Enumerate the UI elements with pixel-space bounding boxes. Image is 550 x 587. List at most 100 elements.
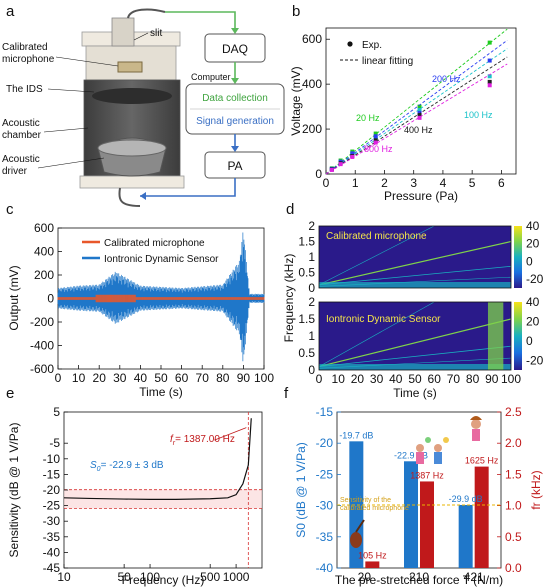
b-data-point <box>417 107 422 112</box>
b-fit-line <box>325 56 508 175</box>
b-xtick-label: 0 <box>323 176 330 190</box>
daq-label: DAQ <box>222 42 248 56</box>
d-ytick-label: 1.5 <box>298 312 315 326</box>
b-fit-line <box>325 39 508 175</box>
e-ytick-label: -5 <box>49 436 60 450</box>
c-legend-mic: Calibrated microphone <box>104 238 205 249</box>
e-xtick-label: 100 <box>140 570 160 584</box>
f-ytick-label-left: -20 <box>316 436 334 450</box>
chamber-label-1: Acoustic <box>2 118 40 129</box>
d-ytick-label: 1.5 <box>298 235 315 249</box>
f-ytick-label-right: 2.5 <box>505 405 522 419</box>
e-ytick-label: -45 <box>43 561 61 575</box>
b-xtick-label: 1 <box>352 176 359 190</box>
driver-label-2: driver <box>2 166 28 177</box>
c-xtick-label: 60 <box>175 371 189 385</box>
ids-label: The IDS <box>6 84 43 95</box>
d-colorbar-bottom <box>514 302 522 370</box>
f-ytick-label-left: -40 <box>316 561 334 575</box>
f-plot-area: -15 -20 -25 -30 -35 -40 2.5 2.0 1.5 1.0 0.5 0.0 -19.… <box>316 405 522 584</box>
f-bar-label-s0: -22.9 dB <box>394 450 428 460</box>
e-xtick-label: 10 <box>57 570 71 584</box>
d-xtick-label: 40 <box>389 372 403 386</box>
e-ytick-label: 5 <box>53 405 60 419</box>
f-bar-fr <box>420 481 434 568</box>
b-data-point <box>417 115 422 120</box>
b-data-point <box>373 131 378 136</box>
e-s0-annotation: S0= -22.9 ± 3 dB <box>90 460 164 473</box>
b-xlabel: Pressure (Pa) <box>384 189 458 203</box>
f-sens-note-1: Sensitivity of the <box>340 497 391 504</box>
e-ytick-label: -15 <box>43 467 61 481</box>
c-xtick-label: 100 <box>254 371 274 385</box>
b-label-400hz: 400 Hz <box>404 125 433 135</box>
f-bar-fr <box>365 561 380 568</box>
d-chirp-line <box>318 301 435 367</box>
b-plot-area: 0 1 2 3 4 5 6 0 200 400 600 <box>302 28 508 190</box>
d-cbar-label: 20 <box>526 314 540 328</box>
d-ytick-label: 0.5 <box>298 266 315 280</box>
b-label-20hz: 20 Hz <box>356 113 380 123</box>
d-xtick-label: 90 <box>485 372 499 386</box>
panel-label-e: e <box>6 385 14 402</box>
f-ytick-label-left: -25 <box>316 467 334 481</box>
b-xtick-label: 3 <box>410 176 417 190</box>
d-ytick-label: 0 <box>308 281 315 295</box>
b-axes-frame <box>325 27 517 175</box>
b-data-point <box>487 83 492 88</box>
b-ytick-label: 600 <box>302 32 322 46</box>
c-xtick-label: 80 <box>216 371 230 385</box>
d-xtick-label: 100 <box>501 372 521 386</box>
arrow-pa-driver <box>140 178 236 197</box>
ids-leader <box>47 88 95 93</box>
e-ytick-label: -25 <box>43 499 61 513</box>
c-ytick-label: -600 <box>30 362 54 376</box>
e-sensitivity-curve <box>63 418 252 500</box>
b-legend-marker <box>347 41 353 47</box>
d-chirp-line <box>318 345 512 367</box>
c-xtick-label: 90 <box>237 371 251 385</box>
b-label-800hz: 800 Hz <box>364 144 393 154</box>
d-ytick-label: 1 <box>308 250 315 264</box>
b-data-point <box>350 154 355 159</box>
d-xtick-label: 60 <box>428 372 442 386</box>
d-xtick-label: 70 <box>447 372 461 386</box>
chamber-leader <box>43 127 89 133</box>
computer-label: Computer <box>191 72 231 82</box>
f-ylabel-left: S0 (dB @ 1 V/Pa) <box>294 442 308 538</box>
b-fit-line <box>325 63 508 175</box>
b-fit-line <box>325 28 508 175</box>
people-talking-icon <box>416 437 449 464</box>
f-ytick-label-left: -30 <box>316 499 334 513</box>
b-xtick-label: 4 <box>440 176 447 190</box>
d-ytick-label: 2 <box>308 219 315 233</box>
c-xtick-label: 50 <box>154 371 168 385</box>
b-data-point <box>350 151 355 156</box>
panel-c: c 0 10 20 30 40 50 60 70 80 90 100 600 400 200 0 -200 -4… <box>6 201 274 399</box>
b-xtick-label: 2 <box>381 176 388 190</box>
driver-label-1: Acoustic <box>2 154 40 165</box>
d-xlabel: Time (s) <box>393 386 437 400</box>
c-xtick-label: 0 <box>55 371 62 385</box>
f-bar-label-s0: -29.9 dB <box>449 494 483 504</box>
c-xtick-label: 20 <box>93 371 107 385</box>
c-xtick-label: 10 <box>72 371 86 385</box>
calib-mic-label-1: Calibrated <box>2 42 48 53</box>
d-xtick-label: 50 <box>408 372 422 386</box>
c-xtick-label: 40 <box>134 371 148 385</box>
f-ytick-label-left: -15 <box>316 405 334 419</box>
d-cbar-label: -20 <box>526 353 544 367</box>
d-low-band <box>319 282 511 288</box>
d-ytick-label: 2 <box>308 295 315 309</box>
panel-e: e 10 50 100 500 1000 5 -5 -10-15 -20 -25-30 -35-40… <box>6 385 263 587</box>
b-legend-exp: Exp. <box>362 40 382 51</box>
slit-label: slit <box>150 28 162 39</box>
arrow-to-daq <box>165 11 236 30</box>
e-xlabel: Frequency (Hz) <box>122 573 205 587</box>
b-data-point <box>338 162 343 167</box>
panel-f: f -15-20-25-30-35-402.52.01.51.00.50.0-1… <box>284 385 543 587</box>
d-cbar-label: -20 <box>526 272 544 286</box>
e-xtick-label: 50 <box>117 570 131 584</box>
b-data-point <box>373 138 378 143</box>
f-ytick-label-right: 0.5 <box>505 530 522 544</box>
